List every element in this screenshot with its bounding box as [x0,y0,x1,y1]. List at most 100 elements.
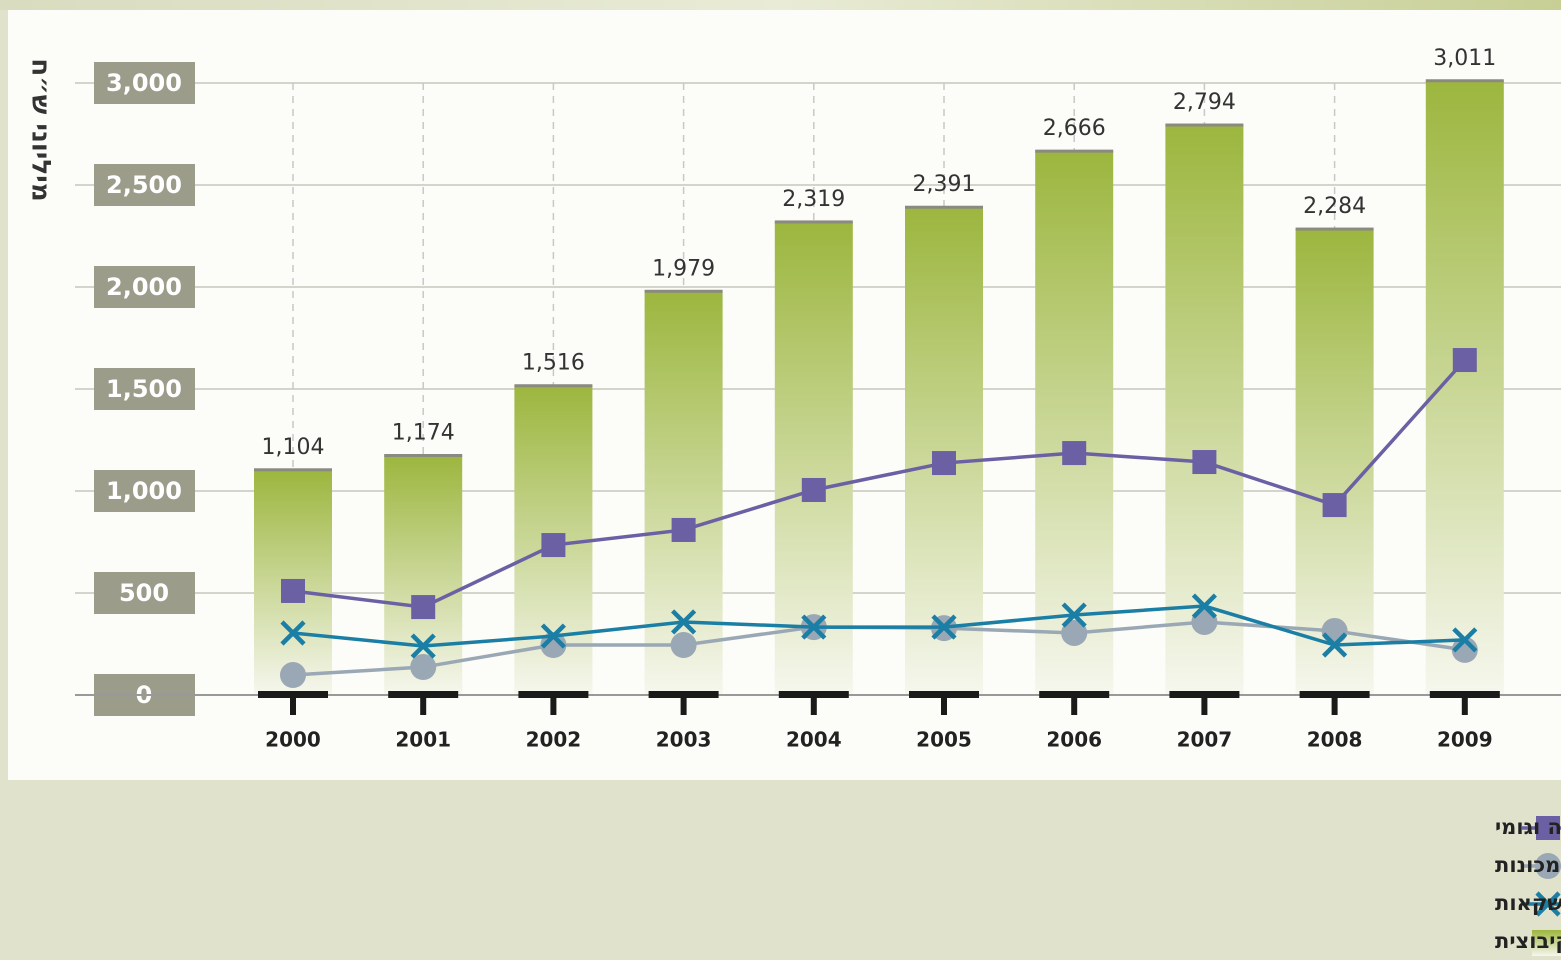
x-tick [550,695,557,715]
x-tick [1331,695,1338,715]
x-tick-base [648,691,719,698]
value-label: 1,104 [262,435,325,460]
y-tick-label: 500 [119,579,169,607]
legend-swatch [1532,930,1561,956]
legend-label: מתכת ומכונות [1495,853,1561,877]
bar-cap [254,468,332,472]
marker-circle [540,632,567,659]
x-tick [1461,695,1468,715]
bar [644,291,723,695]
x-tick [810,695,817,715]
marker-x [1061,602,1087,628]
y-tick-label: 2,000 [106,273,182,301]
x-tick-label: 2006 [1046,728,1102,752]
x-tick [1071,695,1078,715]
x-tick-base [518,691,589,698]
value-label: 1,516 [522,351,585,376]
marker-circle [280,662,306,689]
marker-square [1062,441,1087,466]
value-label: 2,284 [1303,194,1366,219]
value-label: 3,011 [1433,46,1496,71]
x-tick-base [1299,691,1370,698]
x-tick-base [1429,691,1500,698]
y-axis-label: מיליוני ש״ח [26,58,56,201]
y-tick-box [94,62,195,104]
marker-circle [670,632,697,659]
y-tick-label: 1,000 [106,477,182,505]
legend-label: סה״כ התעשייה הקיבוצית [1495,929,1561,953]
legend-marker [1535,853,1561,879]
top-strip [0,0,1561,10]
bar-cap [905,205,983,209]
x-tick-label: 2004 [786,728,842,752]
x-tick [420,695,427,715]
bar-cap [1425,79,1504,83]
x-tick-base [258,691,328,698]
value-label: 1,174 [392,421,455,446]
bar-cap [1295,227,1374,231]
x-tick-label: 2005 [916,728,972,752]
marker-x [280,620,306,646]
line [292,604,1465,648]
marker-square [1322,493,1347,518]
marker-square [1452,348,1477,373]
x-tick-label: 2009 [1437,728,1493,752]
marker-x [540,623,566,649]
marker-square [1192,450,1217,475]
value-label: 2,794 [1173,90,1236,115]
x-tick-label: 2007 [1177,728,1233,752]
bar-cap [774,220,853,224]
marker-x [671,609,697,635]
x-tick-label: 2003 [656,728,712,752]
value-label: 2,666 [1043,116,1106,141]
x-tick-label: 2000 [265,728,321,752]
y-tick-label: 1,500 [106,375,182,403]
y-tick-box [94,572,195,614]
bar-cap [1035,149,1114,153]
x-tick-base [388,691,459,698]
y-tick-box [94,164,195,206]
x-tick-label: 2002 [526,728,582,752]
marker-x [1191,593,1217,619]
x-tick-base [1039,691,1110,698]
x-tick [680,695,687,715]
value-label: 2,391 [913,172,976,197]
marker-x [410,633,436,659]
marker-circle [1321,617,1348,644]
legend-label: פלסטיקה וגומי [1495,815,1561,839]
marker-square [281,578,305,603]
x-tick-label: 2001 [395,728,451,752]
marker-x [1452,627,1478,653]
marker-square [932,451,956,476]
legend-label: מזון ומשקאות [1495,891,1561,915]
marker-square [411,595,436,620]
x-tick-base [909,691,979,698]
bar [1165,125,1244,696]
legend-marker [1536,816,1560,840]
y-tick-box [94,368,195,410]
line [292,358,1467,609]
bar [1035,151,1114,696]
bar-cap [644,289,723,293]
marker-square [671,517,696,542]
x-tick-label: 2008 [1307,728,1363,752]
value-label: 1,979 [652,256,715,281]
bar-cap [514,384,593,388]
y-tick-box [94,470,195,512]
bar-cap [1165,123,1244,127]
marker-x [801,614,827,640]
marker-x [1322,632,1348,658]
legend-marker [1535,891,1561,917]
x-tick [941,695,947,715]
x-tick [1201,695,1208,715]
x-tick-base [778,691,849,698]
marker-circle [410,654,437,681]
y-tick-label: 3,000 [106,69,182,97]
marker-circle [1061,619,1088,646]
value-label: 2,319 [782,187,845,212]
bar-cap [384,454,463,458]
y-tick-box [94,266,195,308]
marker-x [931,614,957,640]
bar [1295,229,1374,695]
